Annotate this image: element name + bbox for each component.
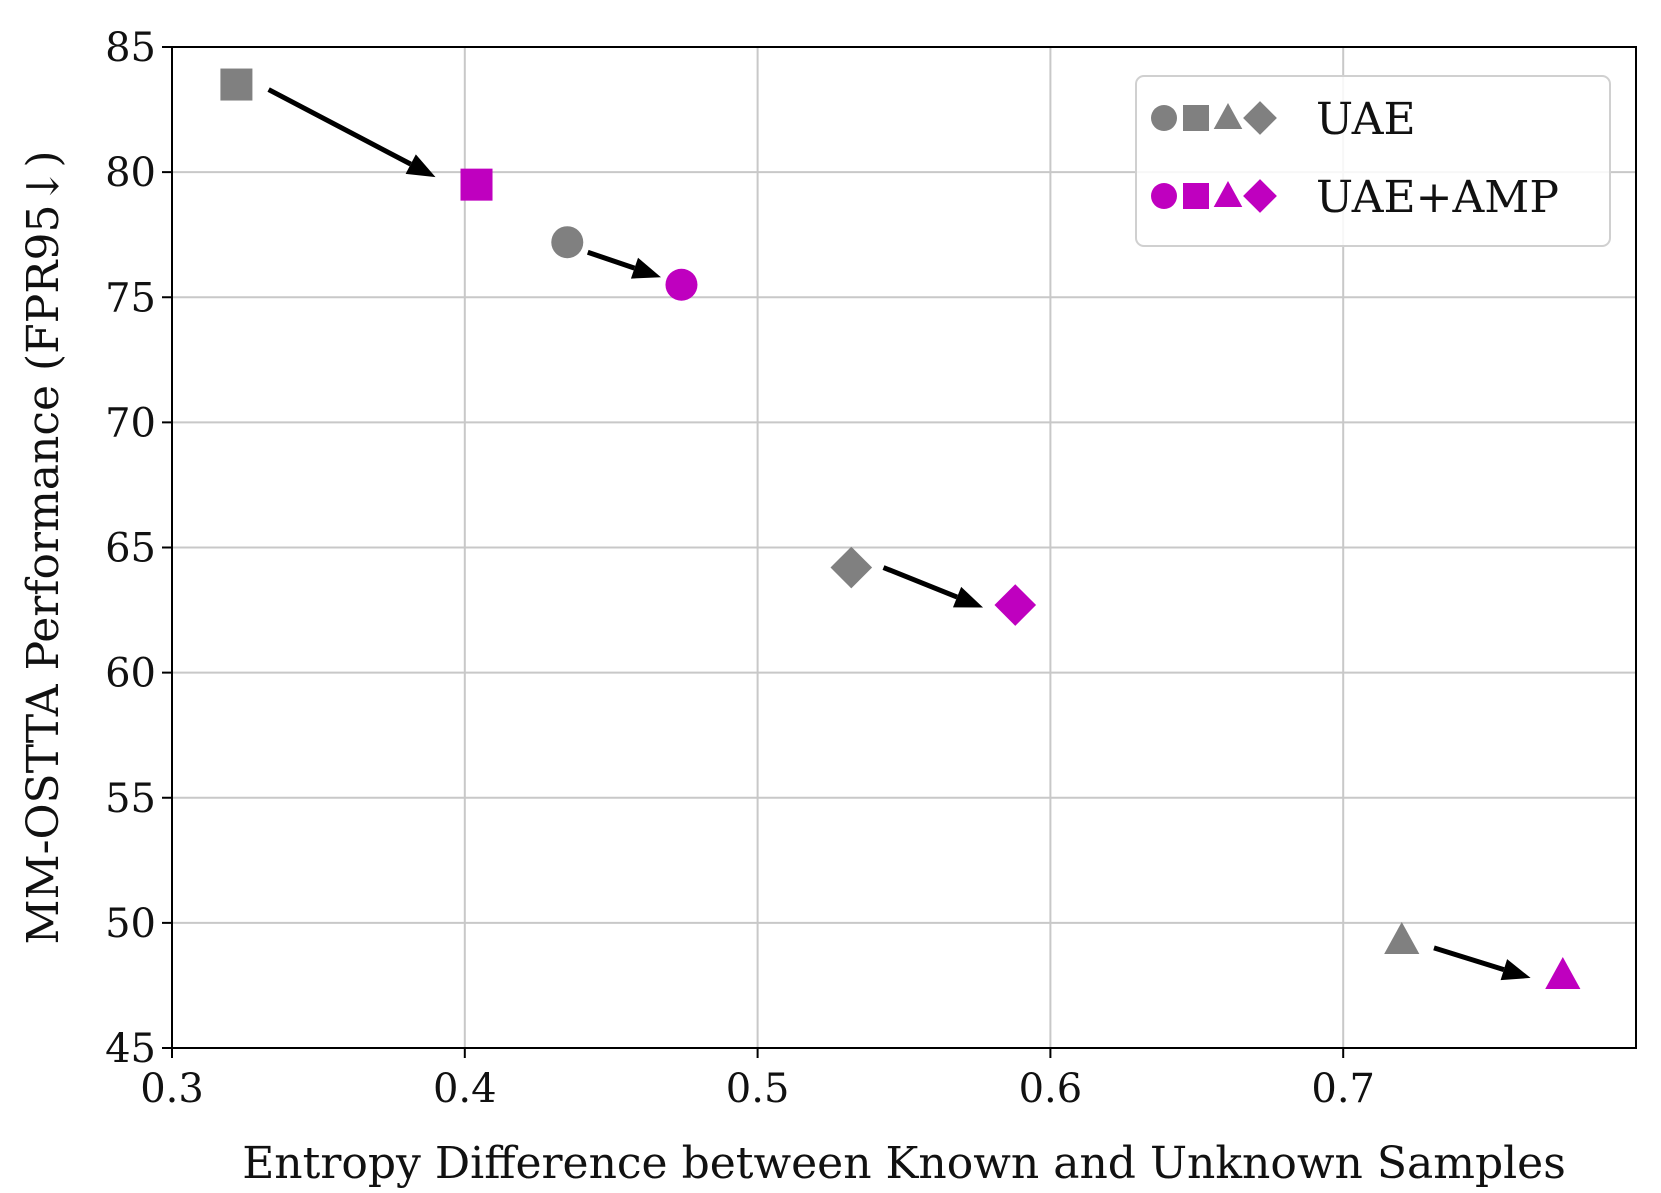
uae-point-diamond bbox=[830, 546, 873, 589]
legend-marker-square bbox=[1183, 105, 1209, 131]
legend-label: UAE+AMP bbox=[1316, 172, 1559, 223]
legend-marker-circle bbox=[1151, 105, 1177, 131]
uae-amp-point-square bbox=[460, 168, 493, 201]
arrow-shaft bbox=[882, 565, 959, 600]
arrow-head bbox=[952, 586, 984, 608]
y-tick-label: 50 bbox=[105, 901, 156, 947]
arrow-head bbox=[1500, 959, 1531, 981]
data-points bbox=[220, 68, 1581, 990]
y-tick-label: 55 bbox=[105, 776, 156, 822]
legend-marker-diamond bbox=[1243, 101, 1277, 135]
legend-marker-circle bbox=[1151, 183, 1177, 209]
x-tick-label: 0.4 bbox=[433, 1066, 497, 1112]
y-tick-label: 45 bbox=[105, 1026, 156, 1072]
x-tick-label: 0.7 bbox=[1311, 1066, 1375, 1112]
legend-label: UAE bbox=[1316, 94, 1416, 145]
legend-marker-diamond bbox=[1243, 179, 1277, 213]
x-tick-label: 0.6 bbox=[1019, 1066, 1083, 1112]
legend-marker-triangle bbox=[1213, 181, 1243, 208]
x-axis-label: Entropy Difference between Known and Unk… bbox=[242, 1138, 1566, 1189]
uae-amp-point-circle bbox=[665, 268, 698, 301]
arrow-head bbox=[630, 257, 661, 279]
arrow-shaft bbox=[267, 87, 412, 167]
uae-amp-point-diamond bbox=[994, 584, 1037, 626]
uae-amp-point-triangle bbox=[1545, 957, 1581, 990]
x-tick-label: 0.3 bbox=[140, 1066, 204, 1112]
legend-marker-triangle bbox=[1213, 103, 1243, 130]
legend: UAE UAE+AMP bbox=[1135, 75, 1611, 247]
y-tick-label: 65 bbox=[105, 526, 156, 572]
arrow-shaft bbox=[586, 249, 636, 271]
plot-area-frame bbox=[171, 46, 1637, 1049]
y-tick-label: 75 bbox=[105, 275, 156, 321]
legend-marker-square bbox=[1183, 183, 1209, 209]
x-tick-label: 0.5 bbox=[726, 1066, 790, 1112]
arrow-shaft bbox=[1433, 945, 1505, 973]
y-tick-label: 85 bbox=[105, 25, 156, 71]
uae-point-square bbox=[220, 68, 253, 101]
y-axis-label: MM-OSTTA Performance (FPR95↓) bbox=[18, 151, 69, 945]
uae-point-circle bbox=[551, 226, 584, 259]
arrow-head bbox=[405, 154, 436, 178]
y-tick-label: 60 bbox=[105, 651, 156, 697]
uae-point-triangle bbox=[1384, 921, 1420, 954]
y-tick-label: 80 bbox=[105, 150, 156, 196]
y-tick-label: 70 bbox=[105, 400, 156, 446]
arrows bbox=[267, 87, 1531, 981]
axis-ticks: 0.3 0.4 0.5 0.6 0.7 45 50 55 60 65 70 75 80 85 bbox=[105, 25, 1375, 1112]
